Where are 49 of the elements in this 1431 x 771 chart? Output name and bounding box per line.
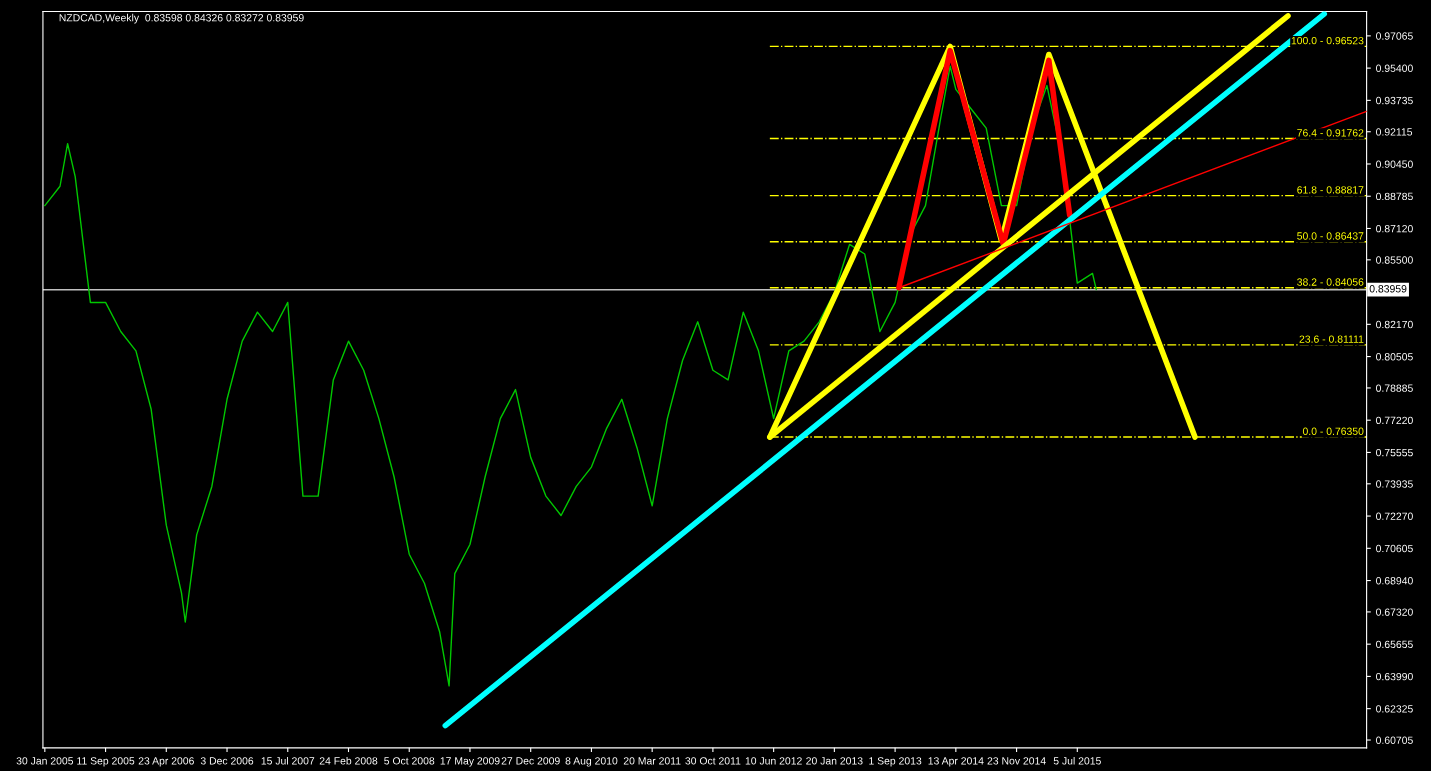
x-tick-label: 27 Dec 2009: [501, 757, 560, 765]
x-tick-label: 20 Mar 2011: [623, 757, 681, 765]
x-tick-label: 23 Apr 2006: [138, 757, 194, 767]
y-tick-label: 0.90450: [1376, 160, 1413, 168]
x-tick-label: 1 Sep 2013: [869, 757, 922, 767]
y-tick-label: 0.67320: [1376, 608, 1413, 616]
annotation: 76.4 - 0.91762: [1297, 129, 1364, 137]
chart-title: NZDCAD,Weekly 0.83598 0.84326 0.83272 0.83959: [59, 13, 304, 24]
x-tick-label: 11 Sep 2005: [77, 757, 135, 767]
x-tick-label: 15 Jul 2007: [261, 756, 315, 765]
x-tick-label: 24 Feb 2008: [319, 756, 378, 765]
y-tick-label: 0.68940: [1376, 577, 1413, 585]
annotation: 100.0 - 0.96523: [1291, 36, 1364, 45]
y-tick-label: 0.87120: [1376, 224, 1413, 233]
x-tick-label: 30 Oct 2011: [685, 757, 741, 765]
ref-line-label: 0.83959: [1369, 285, 1407, 293]
x-tick-label: 30 Jan 2005: [16, 757, 74, 765]
y-tick-label: 0.85500: [1376, 256, 1413, 264]
y-tick-label: 0.75555: [1376, 448, 1413, 457]
y-tick-label: 0.60705: [1376, 736, 1413, 744]
y-tick-label: 0.73935: [1376, 480, 1413, 488]
y-tick-label: 0.92115: [1376, 128, 1413, 136]
y-tick-label: 0.65655: [1376, 640, 1413, 649]
x-tick-label: 20 Jan 2013: [806, 757, 863, 765]
y-tick-label: 0.72270: [1376, 512, 1413, 520]
annotation: 23.6 - 0.81111: [1299, 335, 1364, 343]
annotation: 61.8 - 0.88817: [1297, 186, 1364, 194]
y-tick-label: 0.70605: [1376, 544, 1413, 553]
annotation: 50.0 - 0.86437: [1297, 232, 1364, 240]
x-tick-label: 5 Oct 2008: [384, 757, 435, 765]
y-tick-label: 0.62325: [1376, 705, 1413, 713]
y-tick-label: 0.78885: [1376, 384, 1413, 392]
y-tick-label: 0.82170: [1376, 320, 1413, 329]
x-tick-label: 10 Jun 2012: [745, 757, 802, 765]
y-tick-label: 0.77220: [1376, 416, 1413, 425]
x-tick-label: 8 Aug 2010: [565, 757, 618, 767]
y-tick-label: 0.93735: [1376, 96, 1413, 105]
x-tick-label: 13 Apr 2014: [928, 757, 984, 767]
x-tick-label: 23 Nov 2014: [987, 757, 1046, 765]
y-tick-label: 0.80505: [1376, 353, 1413, 361]
y-tick-label: 0.97065: [1376, 32, 1413, 40]
x-tick-label: 17 May 2009: [440, 757, 500, 767]
y-tick-label: 0.63990: [1376, 672, 1413, 681]
annotation: 0.0 - 0.76350: [1302, 427, 1364, 435]
annotation: 38.2 - 0.84056: [1297, 278, 1364, 286]
x-tick-label: 5 Jul 2015: [1053, 756, 1101, 765]
y-tick-label: 0.95400: [1376, 64, 1413, 72]
y-tick-label: 0.88785: [1376, 192, 1413, 201]
x-tick-label: 3 Dec 2006: [200, 757, 254, 765]
